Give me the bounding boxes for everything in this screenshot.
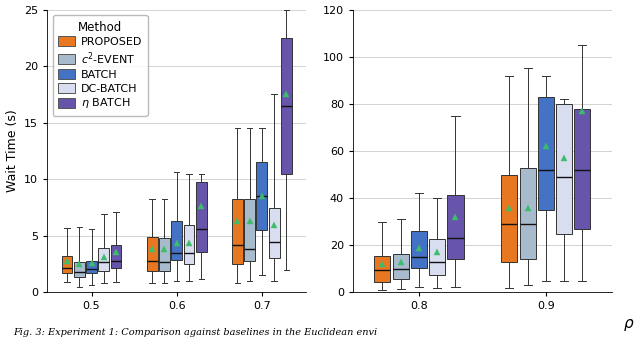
Text: Fig. 3: Experiment 1: Comparison against baselines in the Euclidean envi: Fig. 3: Experiment 1: Comparison against… xyxy=(13,328,377,337)
PathPatch shape xyxy=(61,256,72,273)
PathPatch shape xyxy=(411,231,427,268)
Legend: PROPOSED, $c^2$-EVENT, BATCH, DC-BATCH, $\eta$ BATCH: PROPOSED, $c^2$-EVENT, BATCH, DC-BATCH, … xyxy=(53,15,148,116)
PathPatch shape xyxy=(501,175,517,262)
PathPatch shape xyxy=(257,162,268,230)
PathPatch shape xyxy=(269,207,280,259)
PathPatch shape xyxy=(574,108,591,229)
PathPatch shape xyxy=(447,195,463,259)
PathPatch shape xyxy=(392,254,409,279)
PathPatch shape xyxy=(86,261,97,273)
PathPatch shape xyxy=(99,248,109,271)
PathPatch shape xyxy=(244,199,255,261)
PathPatch shape xyxy=(429,239,445,275)
PathPatch shape xyxy=(196,182,207,252)
PathPatch shape xyxy=(556,104,572,234)
PathPatch shape xyxy=(232,199,243,264)
PathPatch shape xyxy=(74,262,84,277)
PathPatch shape xyxy=(184,224,195,264)
PathPatch shape xyxy=(111,245,122,267)
PathPatch shape xyxy=(172,221,182,260)
PathPatch shape xyxy=(147,237,157,271)
Y-axis label: Wait Time (s): Wait Time (s) xyxy=(6,109,19,192)
PathPatch shape xyxy=(538,97,554,210)
PathPatch shape xyxy=(374,256,390,282)
PathPatch shape xyxy=(159,238,170,271)
PathPatch shape xyxy=(281,38,292,174)
Text: $\rho$: $\rho$ xyxy=(623,317,634,334)
PathPatch shape xyxy=(520,167,536,259)
